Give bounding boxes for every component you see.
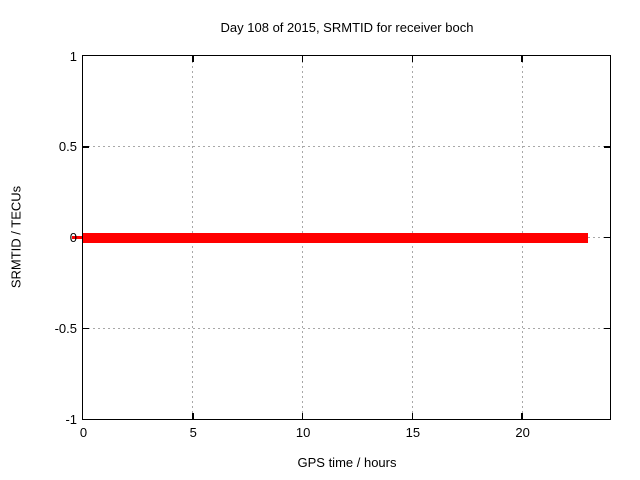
y-tick-right (604, 327, 610, 329)
y-tick-right (604, 236, 610, 239)
plot-area (71, 55, 611, 420)
x-tick-label: 0 (79, 425, 88, 440)
x-axis-title: GPS time / hours (297, 455, 397, 470)
series-line (83, 232, 589, 243)
y-tick-label: 0 (69, 230, 77, 245)
x-tick-top (411, 56, 414, 62)
series-start-cap (71, 236, 82, 239)
x-tick-bottom (521, 413, 523, 419)
y-tick-left (83, 146, 89, 148)
x-tick-label: 5 (189, 425, 197, 440)
chart-title: Day 108 of 2015, SRMTID for receiver boc… (220, 20, 474, 35)
x-tick-top (301, 56, 304, 62)
x-tick-bottom (301, 413, 304, 419)
x-tick-bottom (411, 413, 414, 419)
y-tick-left (83, 327, 89, 329)
x-tick-bottom (192, 413, 194, 419)
x-tick-top (521, 56, 523, 62)
y-gridline (83, 146, 610, 148)
y-gridline (83, 327, 610, 329)
x-tick-label: 10 (295, 425, 311, 440)
x-tick-label: 15 (405, 425, 421, 440)
y-tick-label: -1 (65, 411, 77, 427)
x-tick-top (192, 56, 194, 62)
y-tick-label: 1 (69, 48, 77, 64)
y-tick-right (604, 146, 610, 148)
y-tick-label: -0.5 (54, 320, 77, 336)
x-tick-label: 20 (515, 425, 530, 440)
y-tick-label: 0.5 (58, 139, 77, 155)
